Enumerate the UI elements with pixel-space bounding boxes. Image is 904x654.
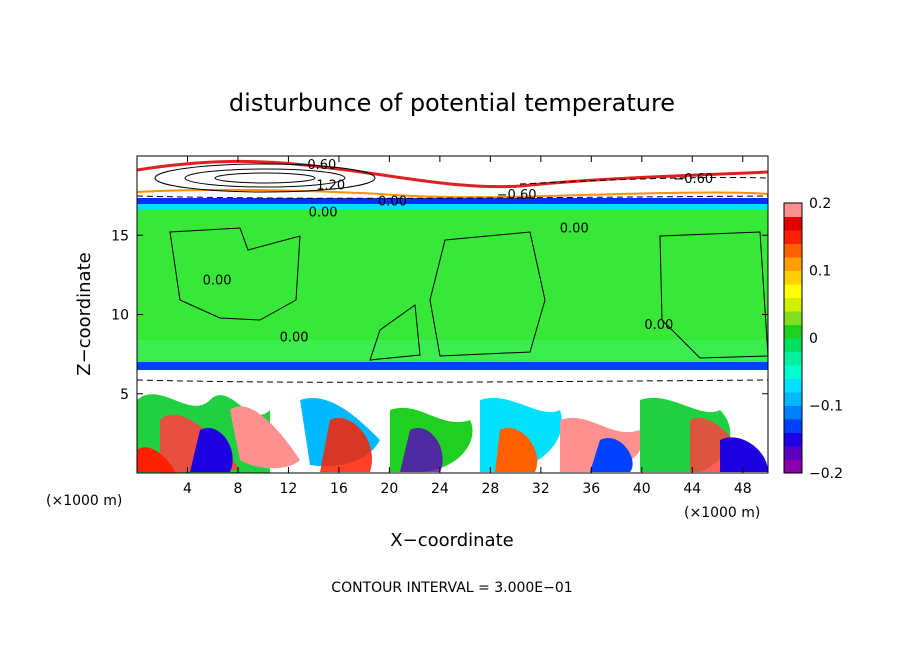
colorbar-swatch	[784, 419, 802, 433]
colorbar-swatch	[784, 257, 802, 271]
colorbar-swatch	[784, 203, 802, 217]
plot-area: 0.60 1.20 −0.60 −0.60 0.00 0.00 0.00 0.00 0.00 0.…	[137, 156, 768, 473]
x-unit-right: (×1000 m)	[684, 505, 760, 521]
contour-label: −0.60	[497, 188, 537, 203]
y-tick-label: 15	[111, 228, 129, 244]
colorbar-swatch	[784, 324, 802, 339]
contour-lines	[137, 163, 768, 383]
contour-label: 0.00	[203, 274, 232, 289]
colorbar-swatch	[784, 392, 802, 406]
x-tick-label: 12	[280, 481, 298, 497]
colorbar-swatch	[784, 446, 802, 460]
colorbar-swatch	[784, 405, 802, 420]
contour-label: 0.00	[280, 331, 309, 346]
y-axis-label: Z−coordinate	[74, 252, 95, 375]
contour-labels: 0.60 1.20 −0.60 −0.60 0.00 0.00 0.00 0.00 0.00 0.…	[203, 158, 714, 346]
contour-label: 0.00	[560, 221, 589, 236]
colorbar-tick-label: −0.2	[809, 466, 843, 482]
colorbar-swatch	[784, 365, 802, 379]
colorbar-swatch	[784, 216, 802, 231]
contour-interval-note: CONTOUR INTERVAL = 3.000E−01	[331, 580, 572, 596]
colorbar-tick-label: 0	[809, 331, 818, 347]
x-tick-label: 4	[183, 481, 192, 497]
x-tick-label: 32	[532, 481, 550, 497]
x-tick-label: 16	[330, 481, 348, 497]
colorbar-swatch	[784, 351, 802, 366]
x-axis-label: X−coordinate	[390, 530, 513, 551]
colorbar-tick-label: 0.1	[809, 264, 831, 280]
colorbar-swatch	[784, 311, 802, 325]
colorbar-swatch	[784, 297, 802, 312]
x-tick-label: 44	[683, 481, 701, 497]
turbulent-blobs	[137, 394, 768, 473]
colorbar-swatch	[784, 378, 802, 393]
colorbar-swatch	[784, 270, 802, 285]
chart-title: disturbunce of potential temperature	[229, 89, 675, 117]
x-tick-label: 28	[481, 481, 499, 497]
colorbar-swatch	[784, 284, 802, 298]
x-tick-label: 8	[233, 481, 242, 497]
contour-label: 0.60	[307, 158, 336, 173]
colorbar-swatch	[784, 230, 802, 244]
colorbar-tick-label: −0.1	[809, 399, 843, 415]
colorbar-swatch	[784, 243, 802, 258]
x-unit-left: (×1000 m)	[46, 493, 122, 509]
x-axis: 4 8 12 16 20 24 28 32 36 40 44 48	[183, 156, 752, 497]
y-tick-label: 10	[111, 308, 129, 324]
contour-label: 1.20	[316, 179, 345, 194]
contour-label: −0.60	[673, 172, 713, 187]
y-tick-label: 5	[120, 387, 129, 403]
x-tick-label: 48	[734, 481, 752, 497]
contour-label: 0.00	[378, 194, 407, 209]
colorbar-swatch	[784, 459, 802, 474]
x-tick-label: 36	[582, 481, 600, 497]
y-axis: 5 10 15	[111, 228, 768, 403]
x-tick-label: 20	[380, 481, 398, 497]
colorbar: 0.2 0.1 0 −0.1 −0.2	[783, 196, 843, 482]
colorbar-frame	[783, 202, 803, 474]
contour-label: 0.00	[644, 318, 673, 333]
colorbar-swatch	[784, 338, 802, 352]
contour-label: 0.00	[309, 205, 338, 220]
colorbar-swatch	[784, 432, 802, 447]
x-tick-label: 24	[431, 481, 449, 497]
colorbar-tick-label: 0.2	[809, 196, 831, 212]
x-tick-label: 40	[633, 481, 651, 497]
